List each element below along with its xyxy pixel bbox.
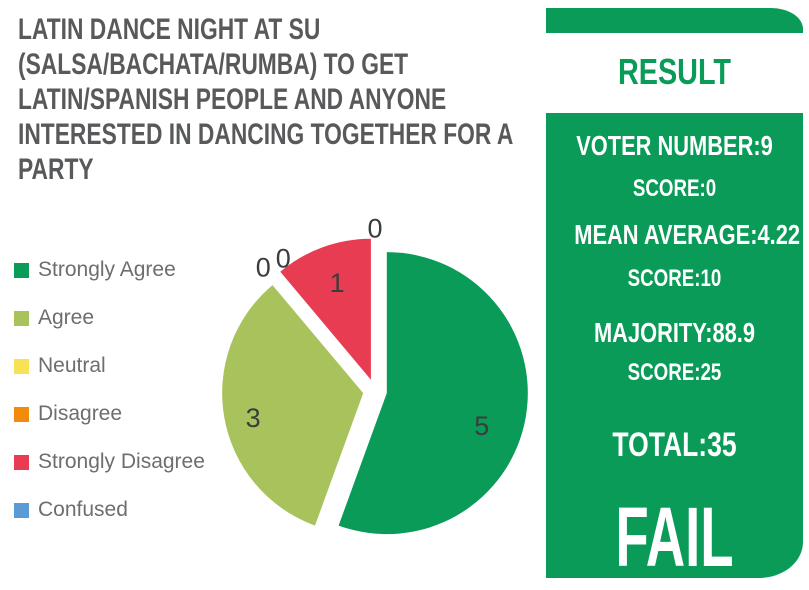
legend-item-confused: Confused (14, 498, 205, 522)
majority-text: MAJORITY:88.9 (593, 317, 755, 348)
legend-swatch (14, 454, 29, 470)
pie-slice-strongly-disagree (280, 238, 371, 380)
question-title-line: LATIN/SPANISH PEOPLE AND ANYONE (18, 83, 447, 116)
legend-label: Disagree (38, 402, 123, 425)
legend-label: Neutral (38, 354, 106, 377)
question-title-line: (SALSA/BACHATA/RUMBA) TO GET (18, 48, 409, 81)
verdict-text: FAIL (615, 490, 734, 584)
chart-legend: Strongly Agree Agree Neutral Disagree St… (14, 258, 205, 522)
legend-swatch (14, 406, 29, 422)
legend-item-disagree: Disagree (14, 402, 205, 426)
pie-value-label-strongly-agree: 5 (474, 411, 489, 441)
mean-average-text: MEAN AVERAGE:4.22 (574, 219, 801, 250)
question-title-line: PARTY (18, 153, 94, 186)
legend-item-strongly-disagree: Strongly Disagree (14, 450, 205, 474)
result-panel: VOTER NUMBER:9 SCORE:0 MEAN AVERAGE:4.22… (546, 113, 803, 584)
question-title: LATIN DANCE NIGHT AT SU (SALSA/BACHATA/R… (18, 12, 550, 187)
legend-item-agree: Agree (14, 306, 205, 330)
voter-score-text: SCORE:0 (632, 175, 717, 202)
pie-slice-agree (222, 285, 364, 526)
legend-label: Strongly Agree (38, 258, 176, 281)
pie-value-label-disagree: 0 (276, 243, 291, 273)
pie-value-label-neutral: 0 (256, 252, 271, 282)
question-title-line: LATIN DANCE NIGHT AT SU (18, 13, 321, 46)
legend-swatch (14, 502, 29, 518)
legend-label: Strongly Disagree (38, 450, 205, 473)
pie-value-label-agree: 3 (246, 403, 261, 433)
legend-item-neutral: Neutral (14, 354, 205, 378)
mean-score-text: SCORE:10 (627, 265, 722, 292)
legend-label: Confused (38, 498, 128, 521)
legend-swatch (14, 262, 29, 278)
total-text: TOTAL:35 (612, 426, 737, 464)
pie-value-label-strongly-disagree: 1 (330, 268, 345, 298)
legend-item-strongly-agree: Strongly Agree (14, 258, 205, 282)
result-header-bar (546, 8, 803, 33)
legend-swatch (14, 358, 29, 374)
pie-value-label-confused: 0 (367, 214, 382, 244)
pie-slice-strongly-agree (338, 252, 528, 535)
result-title: RESULT (617, 51, 732, 92)
legend-label: Agree (38, 306, 95, 329)
voter-number-text: VOTER NUMBER:9 (576, 130, 773, 161)
pie-chart-svg: 530 010 (222, 214, 528, 535)
majority-score-text: SCORE:25 (627, 359, 722, 386)
question-title-line: INTERESTED IN DANCING TOGETHER FOR A (18, 118, 514, 151)
legend-swatch (14, 310, 29, 326)
